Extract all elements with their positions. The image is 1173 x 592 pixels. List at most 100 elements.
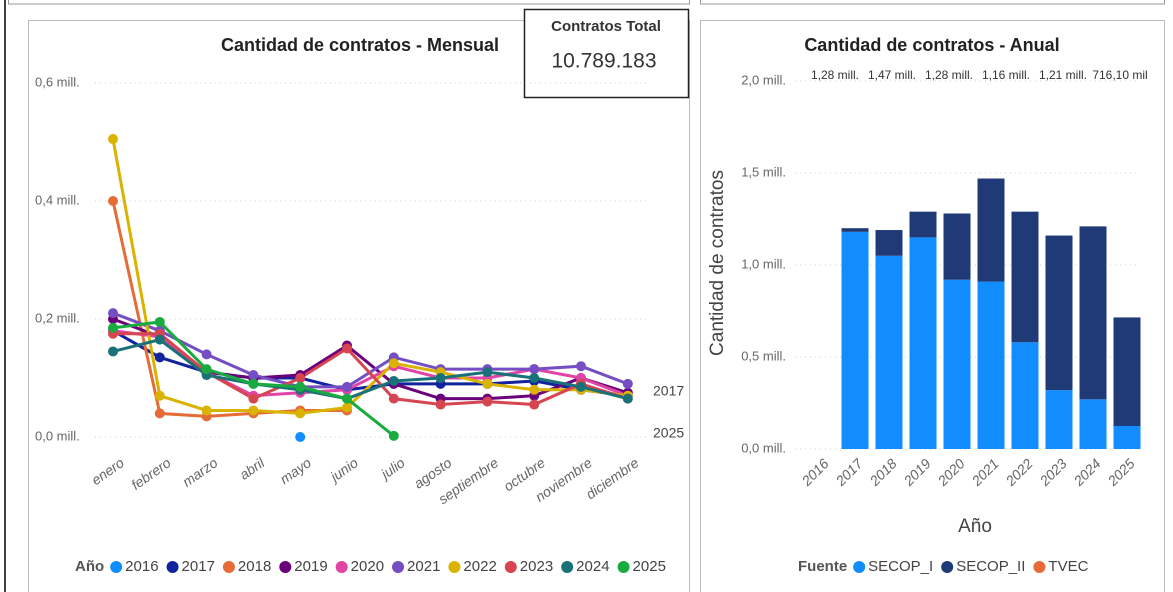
data-point xyxy=(576,361,586,372)
legend-swatch xyxy=(853,561,866,573)
data-point xyxy=(529,384,540,395)
data-point xyxy=(248,370,259,381)
y-tick-label: 0,6 mill. xyxy=(35,74,80,89)
bar-segment xyxy=(977,178,1005,282)
total-label: 1,21 mill. xyxy=(1039,68,1087,82)
bar-segment xyxy=(841,228,869,232)
bar-segment xyxy=(909,237,937,449)
legend-label: 2021 xyxy=(407,558,440,575)
bar-segment xyxy=(1011,211,1039,343)
y-tick-label: 0,0 mill. xyxy=(35,428,80,443)
bar-segment xyxy=(841,231,869,449)
legend-swatch xyxy=(504,561,517,573)
y-axis-title: Cantidad de contratos xyxy=(707,170,728,356)
data-point xyxy=(108,134,118,145)
series-line xyxy=(111,138,628,415)
y-tick-label: 1,0 mill. xyxy=(741,256,786,271)
legend-label: 2018 xyxy=(238,558,271,575)
legend-label: 2019 xyxy=(294,558,327,575)
y-tick-label: 2,0 mill. xyxy=(741,72,786,87)
total-label: 716,10 mil xyxy=(1092,68,1147,82)
series-line xyxy=(113,332,629,407)
legend-swatch xyxy=(1033,561,1046,573)
end-label: 2025 xyxy=(653,425,684,441)
data-point xyxy=(529,364,540,375)
legend-label: 2020 xyxy=(351,558,384,575)
data-point xyxy=(154,316,165,327)
data-point xyxy=(108,308,118,319)
data-point xyxy=(482,378,493,389)
data-point xyxy=(154,352,165,363)
bar-segment xyxy=(1045,390,1073,449)
data-point xyxy=(248,393,259,404)
data-point xyxy=(108,322,118,333)
bar-segment xyxy=(1113,317,1141,426)
data-point xyxy=(154,408,165,419)
data-point xyxy=(576,381,586,392)
bar-segment xyxy=(943,279,971,449)
data-point xyxy=(154,390,165,401)
legend-swatch xyxy=(448,561,461,573)
legend-swatch xyxy=(335,561,348,573)
bar-segment xyxy=(1079,399,1107,449)
end-label: 2017 xyxy=(653,383,684,399)
data-point xyxy=(295,408,306,419)
legend-swatch xyxy=(941,561,954,573)
bar-segment xyxy=(1113,426,1141,449)
data-point xyxy=(529,373,540,383)
legend-label: 2017 xyxy=(182,558,215,575)
data-point xyxy=(248,405,259,416)
data-point xyxy=(388,393,399,404)
panel xyxy=(28,20,690,592)
data-point xyxy=(342,393,352,404)
legend-label: TVEC xyxy=(1048,558,1088,575)
legend-label: 2016 xyxy=(125,558,158,575)
bar-segment xyxy=(943,213,971,280)
data-point xyxy=(108,346,118,357)
data-point xyxy=(295,373,306,383)
bar-segment xyxy=(909,211,937,238)
data-point xyxy=(388,358,399,369)
bar-segment xyxy=(1079,226,1107,400)
data-point xyxy=(295,432,306,442)
y-tick-label: 0,0 mill. xyxy=(741,440,786,455)
legend-label: 2025 xyxy=(633,558,666,575)
data-point xyxy=(154,334,165,345)
data-point xyxy=(201,364,212,375)
data-point xyxy=(435,373,446,383)
legend-swatch xyxy=(392,561,405,573)
bar-segment xyxy=(1011,342,1039,449)
total-label: 1,28 mill. xyxy=(925,68,973,82)
top-panel xyxy=(700,0,1165,5)
y-tick-label: 0,5 mill. xyxy=(741,348,786,363)
y-tick-label: 0,2 mill. xyxy=(35,310,80,325)
legend-label: 2024 xyxy=(576,558,609,575)
legend-title: Fuente xyxy=(798,558,847,575)
data-point xyxy=(295,381,306,392)
data-point xyxy=(388,430,399,441)
legend-swatch xyxy=(166,561,179,573)
top-panel xyxy=(8,0,690,5)
legend-swatch xyxy=(561,561,574,573)
data-point xyxy=(342,402,352,413)
data-point xyxy=(342,381,352,392)
total-label: 1,28 mill. xyxy=(811,68,859,82)
legend-title: Año xyxy=(75,558,104,575)
total-label: 1,47 mill. xyxy=(868,68,916,82)
data-point xyxy=(388,375,399,386)
legend-swatch xyxy=(617,561,630,573)
kpi-value: 10.789.183 xyxy=(551,50,656,73)
data-point xyxy=(248,378,259,389)
legend-label: 2023 xyxy=(520,558,553,575)
data-point xyxy=(529,399,540,410)
series-line xyxy=(112,338,629,401)
panel xyxy=(700,20,1165,592)
total-label: 1,16 mill. xyxy=(982,68,1030,82)
data-point xyxy=(201,349,212,360)
kpi-card xyxy=(523,8,690,99)
y-tick-label: 0,4 mill. xyxy=(35,192,80,207)
legend-swatch xyxy=(110,561,123,573)
data-point xyxy=(435,399,446,410)
legend-swatch xyxy=(222,561,235,573)
